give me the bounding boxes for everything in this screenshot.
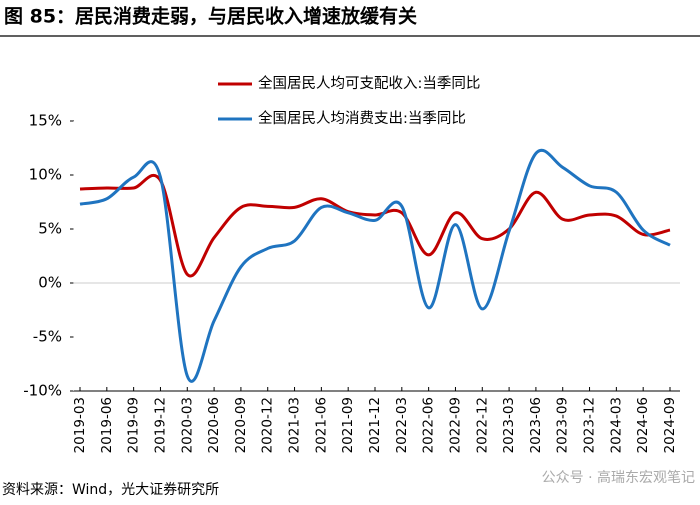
y-tick-label: -10%: [23, 382, 62, 400]
x-tick-label: 2019-03: [72, 397, 88, 453]
series-line: [79, 148, 671, 383]
x-tick-label: 2019-12: [152, 397, 168, 453]
x-tick-label: 2024-03: [608, 397, 624, 453]
x-tick-label: 2021-03: [287, 397, 303, 453]
x-tick-label: 2021-09: [340, 397, 356, 453]
x-tick-label: 2024-06: [635, 397, 651, 453]
x-tick-label: 2023-06: [528, 397, 544, 453]
x-tick-label: 2023-09: [555, 397, 571, 453]
x-tick-label: 2020-09: [233, 397, 249, 453]
legend-label: 全国居民人均可支配收入:当季同比: [258, 74, 480, 92]
x-tick-label: 2021-06: [313, 397, 329, 453]
x-tick-label: 2024-09: [662, 397, 678, 453]
source: 资料来源：Wind，光大证券研究所: [2, 482, 219, 498]
x-tick-label: 2022-03: [394, 397, 410, 453]
y-tick-label: 10%: [29, 166, 62, 184]
x-tick-label: 2019-06: [99, 397, 115, 453]
y-tick-label: 15%: [29, 112, 62, 130]
chart-title: 图 85：居民消费走弱，与居民收入增速放缓有关: [4, 5, 417, 28]
x-tick-label: 2022-12: [474, 397, 490, 453]
x-tick-label: 2023-12: [582, 397, 598, 453]
x-tick-label: 2023-03: [501, 397, 517, 453]
x-tick-label: 2021-12: [367, 397, 383, 453]
x-tick-label: 2020-12: [260, 397, 276, 453]
series-line: [79, 173, 671, 278]
y-tick-label: -5%: [33, 328, 62, 346]
x-tick-label: 2020-06: [206, 397, 222, 453]
legend-label: 全国居民人均消费支出:当季同比: [258, 109, 466, 127]
y-tick-label: 0%: [38, 274, 62, 292]
x-tick-label: 2020-03: [179, 397, 195, 453]
y-tick-label: 5%: [38, 220, 62, 238]
x-tick-label: 2019-09: [126, 397, 142, 453]
x-tick-label: 2022-09: [447, 397, 463, 453]
watermark: 公众号 · 高瑞东宏观笔记: [542, 469, 695, 486]
x-tick-label: 2022-06: [421, 397, 437, 453]
